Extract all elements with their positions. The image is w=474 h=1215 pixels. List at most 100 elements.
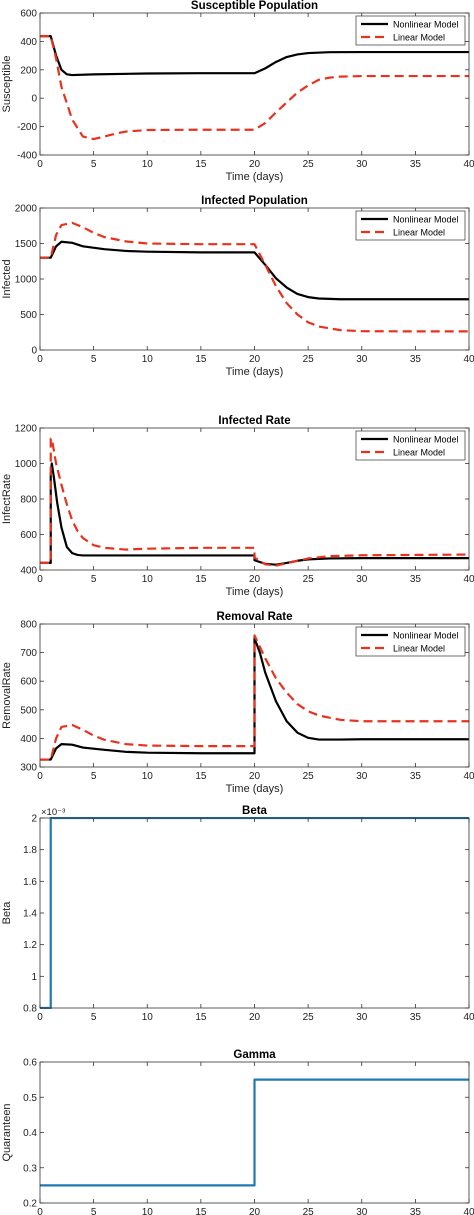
chart-title: Susceptible Population (191, 0, 318, 12)
y-tick-label: 600 (20, 677, 37, 688)
x-tick-label: 5 (91, 771, 97, 782)
x-tick-label: 10 (142, 1207, 154, 1215)
legend-box (355, 430, 466, 461)
x-axis-label: Time (days) (226, 366, 284, 378)
y-axis-label: Infected (1, 259, 13, 298)
x-tick-label: 5 (91, 1012, 97, 1023)
plot-area-frame (39, 817, 470, 1009)
chart-legend: Nonlinear Model Linear Model (355, 430, 466, 461)
series-line-linear-model (40, 35, 469, 141)
legend-label-nonlinear: Nonlinear Model (393, 215, 459, 225)
y-tick-label: 500 (20, 310, 37, 321)
x-tick-label: 35 (410, 1207, 422, 1215)
x-tick-label: 0 (37, 159, 43, 170)
x-tick-label: 10 (142, 1012, 154, 1023)
y-axis-label: InfectRate (1, 474, 13, 524)
x-tick-label: 30 (356, 1207, 368, 1215)
y-exponent-label: ×10⁻³ (41, 807, 65, 818)
x-tick-label: 30 (356, 354, 368, 365)
y-tick-label: 1200 (15, 424, 38, 435)
y-tick-label: 0.3 (23, 1163, 37, 1174)
legend-box (355, 15, 466, 46)
chart-panel-1: Susceptible Population 0 5 10 15 20 25 30 35 40 -4… (1, 0, 474, 183)
x-tick-label: 5 (91, 354, 97, 365)
y-tick-label: 2 (31, 814, 37, 825)
y-tick-label: 1.2 (23, 940, 37, 951)
x-tick-label: 10 (142, 159, 154, 170)
legend-box (355, 210, 466, 241)
x-tick-label: 40 (463, 574, 474, 585)
x-tick-label: 30 (356, 574, 368, 585)
x-tick-label: 25 (303, 1207, 315, 1215)
x-tick-label: 5 (91, 1207, 97, 1215)
chart-panel-2: Infected Population 0 5 10 15 20 25 30 35 40 0 500 1… (1, 195, 474, 378)
x-tick-label: 35 (410, 354, 422, 365)
legend-label-nonlinear: Nonlinear Model (393, 20, 459, 30)
x-tick-label: 25 (303, 354, 315, 365)
x-tick-label: 0 (37, 1012, 43, 1023)
y-axis-label: Quaranteen (1, 1103, 13, 1161)
x-tick-label: 15 (195, 159, 207, 170)
series-line-nonlinear-model (40, 240, 469, 301)
y-tick-label: 700 (20, 648, 37, 659)
x-tick-label: 10 (142, 354, 154, 365)
x-tick-label: 30 (356, 1012, 368, 1023)
x-tick-label: 30 (356, 771, 368, 782)
x-tick-label: 40 (463, 771, 474, 782)
x-tick-label: 0 (37, 354, 43, 365)
y-tick-label: 600 (20, 530, 37, 541)
y-tick-label: 800 (20, 620, 37, 631)
series-line-linear-model (40, 221, 469, 333)
x-tick-label: 40 (463, 159, 474, 170)
y-axis-label: RemovalRate (1, 662, 13, 729)
x-tick-label: 25 (303, 574, 315, 585)
x-tick-label: 15 (195, 771, 207, 782)
chart-legend: Nonlinear Model Linear Model (355, 626, 466, 657)
chart-title: Infected Rate (218, 415, 290, 427)
x-tick-label: 5 (91, 159, 97, 170)
y-tick-label: 2000 (15, 204, 38, 215)
x-tick-label: 20 (249, 574, 261, 585)
x-axis-label: Time (days) (226, 171, 284, 183)
x-tick-label: 20 (249, 1207, 261, 1215)
series-line-linear-model (40, 437, 469, 567)
y-tick-label: 500 (20, 705, 37, 716)
y-tick-label: -400 (17, 151, 37, 162)
x-tick-label: 25 (303, 771, 315, 782)
x-axis-label: Time (days) (226, 586, 284, 598)
y-tick-label: 1 (31, 972, 37, 983)
y-tick-label: 300 (20, 763, 37, 774)
y-tick-label: 400 (20, 37, 37, 48)
y-axis-label: Susceptible (1, 56, 13, 113)
series-line-nonlinear-model (40, 35, 469, 77)
chart-title: Beta (242, 805, 268, 817)
y-tick-label: 1.4 (23, 909, 37, 920)
chart-panel-6: Gamma05101520253035400.20.30.40.50.6Time… (1, 1049, 474, 1215)
legend-box (355, 626, 466, 657)
x-tick-label: 10 (142, 574, 154, 585)
y-tick-label: 1.8 (23, 845, 37, 856)
series-line-nonlinear-model (40, 462, 469, 566)
x-tick-label: 30 (356, 159, 368, 170)
y-tick-label: 400 (20, 734, 37, 745)
x-tick-label: 0 (37, 1207, 43, 1215)
y-tick-label: 1500 (15, 239, 38, 250)
x-tick-label: 5 (91, 574, 97, 585)
x-tick-label: 20 (249, 354, 261, 365)
x-tick-label: 15 (195, 574, 207, 585)
chart-panel-5: Beta 0 5 10 15 20 25 30 35 40 0.8 1 1.2 1.4 1.6 1.8 2 ×10… (1, 805, 474, 1023)
chart-title: Gamma (233, 1049, 276, 1061)
x-tick-label: 35 (410, 771, 422, 782)
legend-label-linear: Linear Model (393, 228, 445, 238)
x-tick-label: 35 (410, 574, 422, 585)
legend-label-linear: Linear Model (393, 448, 445, 458)
x-tick-label: 0 (37, 574, 43, 585)
y-tick-label: 0 (31, 346, 37, 357)
x-tick-label: 35 (410, 1012, 422, 1023)
y-tick-label: 0.2 (23, 1199, 37, 1210)
x-tick-label: 35 (410, 159, 422, 170)
x-tick-label: 20 (249, 771, 261, 782)
y-tick-label: -200 (17, 122, 37, 133)
x-tick-label: 0 (37, 771, 43, 782)
